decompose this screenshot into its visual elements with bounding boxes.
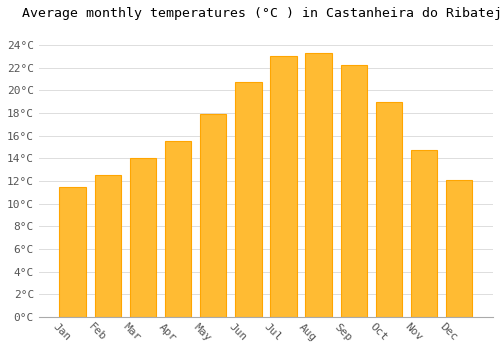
Bar (200, 114, 226, 317)
Bar (340, 65, 367, 317)
Bar (270, 56, 296, 317)
Bar (165, 141, 191, 317)
Bar (306, 53, 332, 317)
Bar (94, 175, 121, 317)
Bar (411, 150, 438, 317)
Bar (60, 187, 86, 317)
Bar (446, 180, 472, 317)
Bar (376, 102, 402, 317)
Bar (235, 82, 262, 317)
Bar (130, 158, 156, 317)
Title: Average monthly temperatures (°C ) in Castanheira do Ribatejo: Average monthly temperatures (°C ) in Ca… (22, 7, 500, 20)
